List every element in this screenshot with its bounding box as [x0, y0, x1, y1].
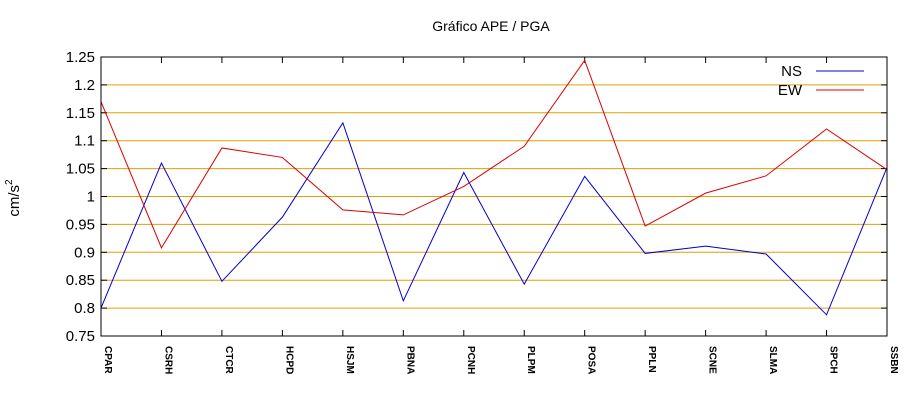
y-tick-label: 1.15 — [66, 105, 95, 122]
x-tick-label: POSA — [586, 346, 597, 374]
y-axis-label-superscript: 2 — [4, 179, 15, 185]
svg-text:cm/s2: cm/s2 — [4, 179, 23, 217]
x-tick-labels: CPAR CSRH CTCR HCPD HSJM PBNA PCNH PLPM POSA PPLN… — [102, 346, 899, 375]
x-tick-label: PCNH — [465, 346, 476, 374]
y-axis-label: cm/s2 — [4, 179, 23, 217]
x-tick-label: HCPD — [283, 346, 294, 374]
x-tick-label: PBNA — [404, 346, 415, 374]
y-tick-label: 0.75 — [66, 328, 95, 345]
x-tick-label: CSRH — [162, 346, 173, 374]
x-tick-label: CPAR — [102, 346, 113, 374]
y-tick-label: 1.05 — [66, 161, 95, 178]
y-tick-label: 1.2 — [74, 77, 95, 94]
y-tick-label: 0.85 — [66, 272, 95, 289]
y-tick-label: 0.95 — [66, 216, 95, 233]
x-tick-label: HSJM — [344, 346, 355, 374]
x-tick-label: SSBN — [888, 346, 899, 374]
legend: NS EW — [778, 63, 864, 99]
y-tick-label: 1.25 — [66, 49, 95, 66]
series-line-ew — [100, 59, 888, 249]
grid — [101, 56, 887, 337]
y-axis-label-text: cm/s — [6, 185, 23, 217]
x-tick-label: SCNE — [707, 346, 718, 374]
y-tick-label: 1.1 — [74, 133, 95, 150]
x-tick-label: PLPM — [525, 346, 536, 374]
series-line-ns — [100, 121, 888, 316]
plot-frame — [100, 56, 888, 337]
x-tick-label: SLMA — [767, 346, 778, 374]
y-tick-label: 0.8 — [74, 300, 95, 317]
x-tick-label: PPLN — [646, 346, 657, 373]
x-tick-label: SPCH — [828, 346, 839, 374]
y-tick-label: 1 — [87, 189, 95, 206]
y-tick-labels: 0.75 0.8 0.85 0.9 0.95 1 1.05 1.1 1.15 1.2 1.25 — [66, 49, 95, 345]
chart-title: Gráfico APE / PGA — [432, 18, 550, 34]
legend-label-ns: NS — [781, 63, 802, 80]
x-tick-label: CTCR — [223, 346, 234, 375]
y-tick-label: 0.9 — [74, 244, 95, 261]
series-lines — [100, 59, 888, 316]
legend-label-ew: EW — [778, 82, 803, 99]
